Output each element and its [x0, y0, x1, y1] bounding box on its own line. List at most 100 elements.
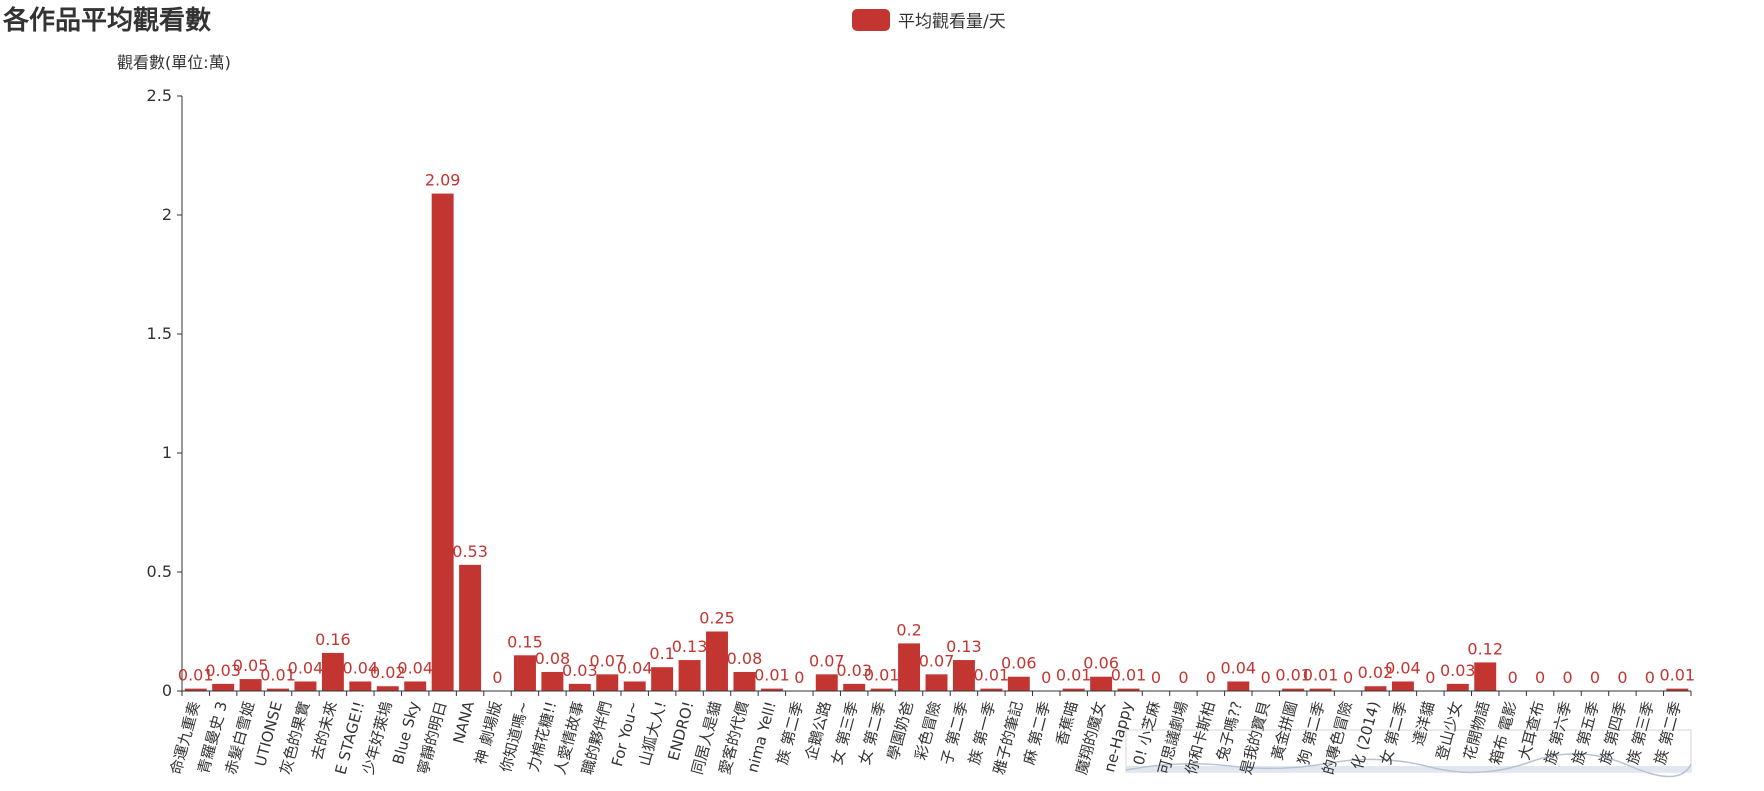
bar[interactable]	[815, 674, 838, 691]
bar[interactable]	[1666, 688, 1689, 691]
bar[interactable]	[925, 674, 948, 691]
data-label: 0	[1590, 668, 1600, 687]
data-label: 0.03	[205, 661, 241, 680]
data-label: 0.06	[1083, 654, 1119, 673]
bar[interactable]	[678, 660, 701, 691]
x-tick-label: 達洋貓	[1409, 699, 1438, 747]
legend-swatch[interactable]	[852, 9, 890, 31]
data-label: 0.04	[1220, 658, 1256, 677]
bar[interactable]	[513, 655, 536, 691]
data-label: 0.03	[836, 661, 872, 680]
data-label: 0	[1645, 668, 1655, 687]
bar[interactable]	[294, 681, 317, 691]
bar[interactable]	[568, 683, 591, 691]
data-label: 0.08	[535, 649, 571, 668]
data-label: 0.07	[809, 651, 845, 670]
data-label: 0.05	[233, 656, 269, 675]
data-label: 0.01	[260, 666, 296, 685]
y-axis-name: 觀看數(單位:萬)	[117, 53, 231, 72]
data-label: 0	[1178, 668, 1188, 687]
data-label: 0.01	[754, 666, 790, 685]
bar[interactable]	[760, 688, 783, 691]
bar[interactable]	[1474, 662, 1497, 691]
data-label: 0.07	[589, 651, 625, 670]
bar[interactable]	[239, 679, 262, 691]
bar[interactable]	[898, 643, 921, 691]
data-label: 0.03	[1440, 661, 1476, 680]
data-label: 0	[1041, 668, 1051, 687]
data-label: 0.13	[672, 637, 708, 656]
data-label: 2.09	[425, 171, 461, 190]
bar[interactable]	[843, 683, 866, 691]
bar[interactable]	[541, 671, 564, 691]
bar[interactable]	[404, 681, 427, 691]
bar[interactable]	[184, 688, 207, 691]
bar[interactable]	[1117, 688, 1140, 691]
bar[interactable]	[870, 688, 893, 691]
data-label: 0	[1508, 668, 1518, 687]
bar[interactable]	[267, 688, 290, 691]
data-label: 0.07	[919, 651, 955, 670]
data-label: 0.01	[1303, 666, 1339, 685]
bar[interactable]	[596, 674, 619, 691]
y-tick-label: 2.5	[147, 86, 172, 105]
data-label: 0.2	[896, 620, 921, 639]
y-axis: 0 0.5 1 1.5 2 2.5	[147, 86, 183, 700]
bar[interactable]	[212, 683, 235, 691]
bar[interactable]	[1062, 688, 1085, 691]
datazoom-track[interactable]	[1126, 766, 1691, 772]
data-label: 0	[1343, 668, 1353, 687]
data-label: 0	[1425, 668, 1435, 687]
data-label: 0.06	[1001, 654, 1037, 673]
data-label: 0.01	[1056, 666, 1092, 685]
data-label: 0.1	[649, 644, 674, 663]
bar[interactable]	[459, 564, 482, 691]
data-label: 0.04	[343, 658, 379, 677]
bar[interactable]	[980, 688, 1003, 691]
data-label: 0.04	[617, 658, 653, 677]
bar[interactable]	[1007, 676, 1030, 691]
bar[interactable]	[1446, 683, 1469, 691]
data-label: 0	[1206, 668, 1216, 687]
data-label: 0	[492, 668, 502, 687]
legend[interactable]: 平均觀看量/天	[852, 9, 1006, 32]
bar[interactable]	[623, 681, 646, 691]
bar[interactable]	[706, 631, 728, 692]
data-label: 0	[1151, 668, 1161, 687]
bar-series	[184, 193, 1689, 692]
datazoom-preview-line	[1125, 753, 1692, 778]
data-label: 0.04	[1385, 658, 1421, 677]
bar[interactable]	[1309, 688, 1332, 691]
y-tick-label: 1	[162, 443, 172, 462]
bar[interactable]	[1227, 681, 1250, 691]
data-label: 0.25	[699, 609, 735, 628]
bar[interactable]	[1090, 676, 1113, 691]
data-label: 0.01	[178, 666, 214, 685]
data-label: 0.01	[974, 666, 1010, 685]
data-label: 0.53	[452, 542, 488, 561]
datazoom-slider[interactable]	[1125, 729, 1692, 778]
bar[interactable]	[651, 667, 674, 691]
bar[interactable]	[349, 681, 372, 691]
data-label: 0.03	[562, 661, 598, 680]
x-tick-label: 香蕉喵	[1053, 699, 1082, 747]
bar[interactable]	[1391, 681, 1414, 691]
data-label: 0.04	[288, 658, 324, 677]
data-label: 0.02	[370, 663, 406, 682]
bar[interactable]	[733, 671, 756, 691]
bar[interactable]	[376, 686, 399, 691]
y-tick-label: 0	[162, 681, 172, 700]
x-tick-label: NANA	[449, 699, 478, 746]
data-label: 0.01	[1111, 666, 1147, 685]
bar[interactable]	[1364, 686, 1387, 691]
data-label: 0	[794, 668, 804, 687]
data-label: 0.15	[507, 632, 543, 651]
bar[interactable]	[1282, 688, 1305, 691]
bar[interactable]	[431, 193, 454, 691]
legend-label[interactable]: 平均觀看量/天	[898, 12, 1006, 32]
bar[interactable]	[321, 652, 344, 691]
bar[interactable]	[952, 660, 975, 691]
data-label: 0.01	[1275, 666, 1311, 685]
